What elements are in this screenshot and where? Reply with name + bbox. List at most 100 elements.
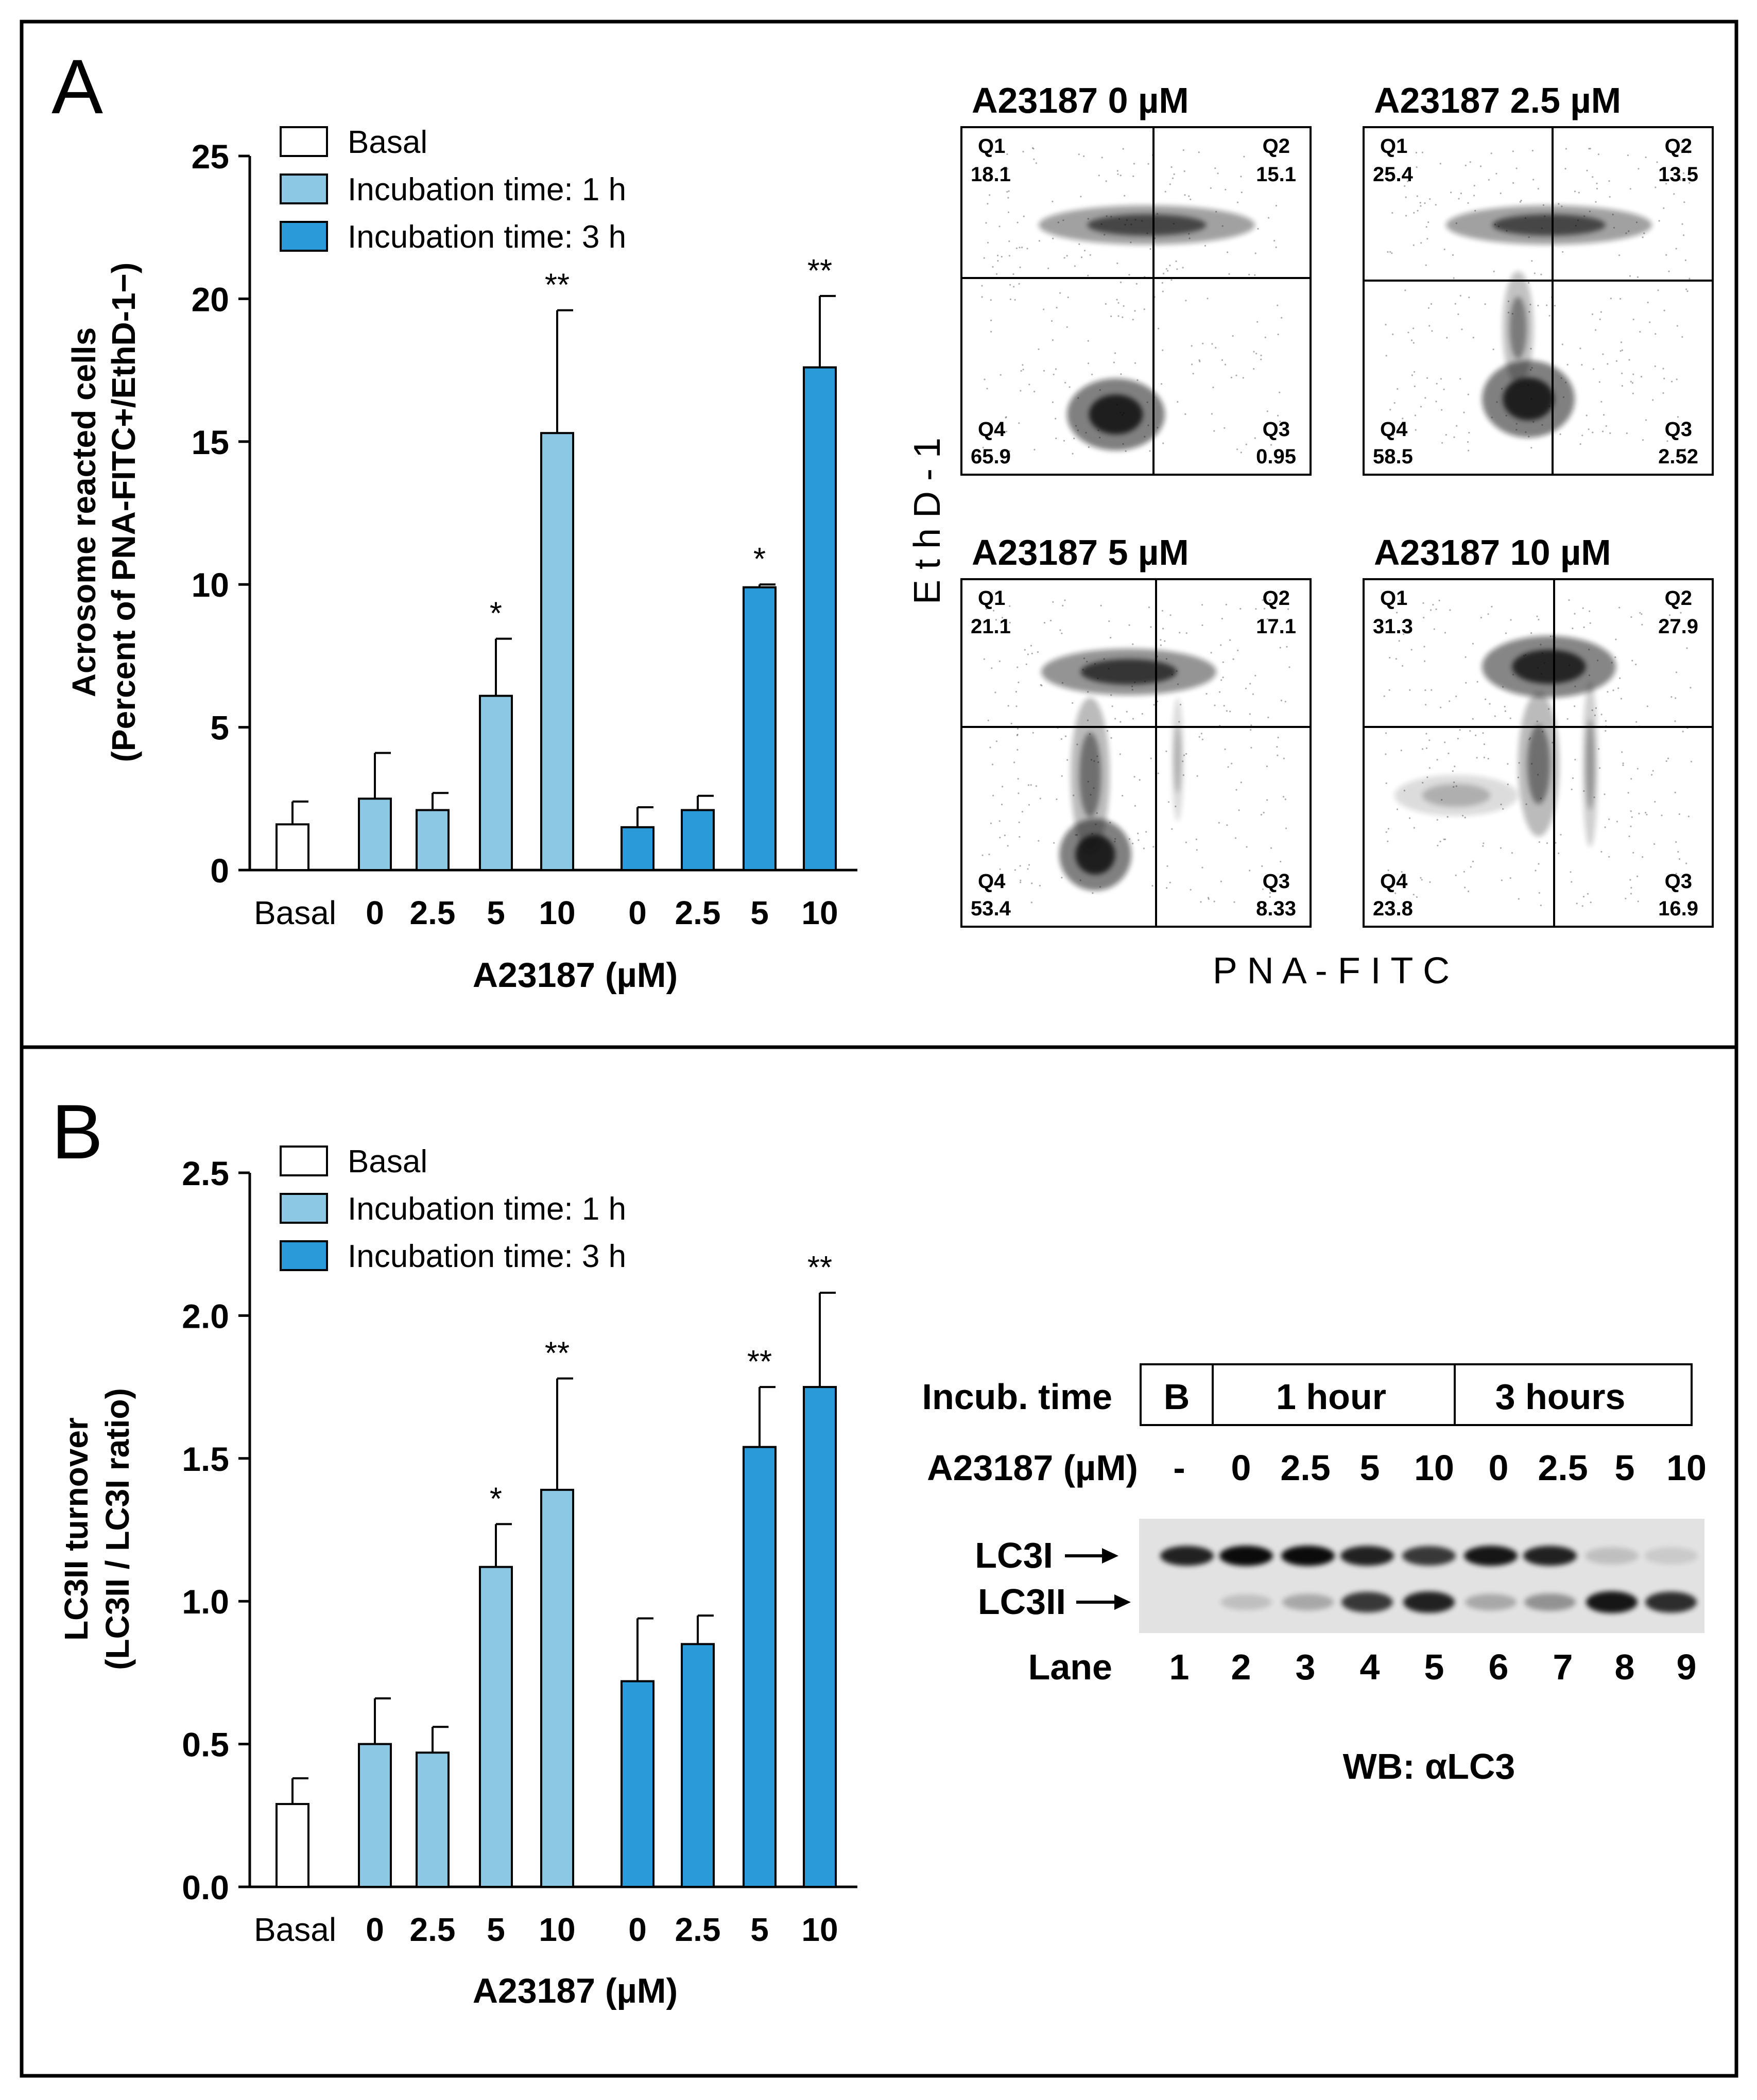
chart-b-legend-swatch (280, 1146, 328, 1176)
flow-plot-title: A23187 5 µM (972, 532, 1189, 572)
chart-b-significance: ** (545, 1335, 570, 1371)
chart-a-bar (479, 695, 513, 872)
wb-header-box (1140, 1363, 1693, 1426)
wb-band-lc3ii (1524, 1593, 1576, 1611)
chart-b-legend-swatch (280, 1240, 328, 1271)
wb-lane-number: 9 (1677, 1647, 1697, 1687)
chart-a-ylabel-line1: Acrosome reacted cells (65, 327, 102, 698)
chart-b-bar (416, 1751, 450, 1888)
flow-q4-value: 23.8 (1373, 897, 1413, 920)
flow-q1-value: 25.4 (1373, 163, 1414, 186)
chart-a-legend-label: Incubation time: 3 h (348, 219, 626, 255)
wb-band-lc3ii (1645, 1591, 1697, 1613)
chart-a-bar (540, 432, 574, 871)
chart-b-category-label: 2.5 (675, 1911, 721, 1948)
chart-a-category-label: 5 (750, 894, 769, 931)
flow-plot-frame (960, 578, 1312, 928)
chart-a-legend: Basal Incubation time: 1 h Incubation time… (280, 125, 626, 255)
flow-plot-frame (1363, 126, 1714, 476)
flow-density-core (1503, 377, 1554, 421)
flow-q3-value: 8.33 (1256, 897, 1296, 920)
chart-b: LC3II turnover (LC3II / LC3I ratio) 0.00… (58, 1144, 857, 2010)
chart-b-legend-label: Basal (348, 1144, 427, 1179)
flow-q4-label: Q4 (1380, 418, 1408, 441)
wb-dose-label: 2.5 (1280, 1448, 1330, 1488)
flow-density-core (1509, 297, 1527, 359)
flow-q2-value: 17.1 (1256, 615, 1296, 638)
chart-a-category-label: 2.5 (410, 894, 456, 931)
wb-band-lc3ii (1465, 1594, 1517, 1610)
panel-b-letter: B (51, 1088, 103, 1175)
chart-b-significance: ** (747, 1344, 772, 1380)
chart-b-bar (803, 1386, 837, 1888)
wb-lane-number: 2 (1231, 1647, 1251, 1687)
flow-q3-label: Q3 (1263, 418, 1290, 441)
chart-a-ytick-label: 20 (192, 280, 229, 318)
chart-b-significance: ** (807, 1250, 832, 1286)
wb-doses: - 0 2.5 5 10 0 2.5 5 10 (1173, 1448, 1707, 1488)
chart-a-significance: * (490, 596, 502, 632)
chart-a-ytick-label: 10 (192, 566, 229, 604)
wb-dose-label: - (1173, 1448, 1185, 1488)
flow-density-core (1080, 659, 1177, 685)
wb-group-basal: B (1164, 1377, 1190, 1417)
chart-a-bars: Basal 0 2.5 * 5 ** 10 0 2.5 * 5 ** 10 (254, 253, 838, 931)
chart-a-category-label: Basal (254, 894, 336, 931)
flow-panel: E t h D - 1 P N A - F I T C A23187 0 µM Q… (907, 80, 1714, 992)
flow-q4-label: Q4 (978, 418, 1006, 441)
western-blot: Incub. time B 1 hour 3 hours A23187 (µM)… (922, 1363, 1707, 1786)
flow-plot-title: A23187 2.5 µM (1374, 80, 1621, 120)
flow-density-core (1512, 650, 1586, 684)
flow-plot-frame (1363, 578, 1714, 928)
chart-b-legend-swatch (280, 1193, 328, 1224)
wb-group-1h: 1 hour (1276, 1377, 1386, 1417)
chart-b-legend-label: Incubation time: 3 h (348, 1239, 626, 1274)
wb-dose-label: 5 (1360, 1448, 1380, 1488)
flow-plot-title: A23187 0 µM (972, 80, 1189, 120)
flow-density-core (1174, 725, 1181, 793)
flow-plots: A23187 0 µMQ118.1Q215.1Q465.9Q30.95A2318… (960, 80, 1714, 928)
wb-lanes: 1 2 3 4 5 6 7 8 9 (1169, 1647, 1697, 1687)
wb-dose-label: 0 (1231, 1448, 1251, 1488)
chart-a-bar (803, 366, 837, 871)
flow-q3-label: Q3 (1665, 870, 1692, 893)
flow-q2-label: Q2 (1263, 587, 1290, 610)
wb-dose-label: 2.5 (1538, 1448, 1588, 1488)
chart-b-ylabel-line1: LC3II turnover (58, 1417, 95, 1641)
wb-caption: WB: αLC3 (1343, 1746, 1515, 1786)
chart-a: Acrosome reacted cells (Percent of PNA-F… (65, 125, 857, 995)
flow-q2-label: Q2 (1263, 135, 1290, 158)
chart-b-ytick-label: 2.0 (182, 1297, 229, 1335)
chart-b-category-label: 10 (801, 1911, 838, 1948)
wb-dose-label: 10 (1666, 1448, 1707, 1488)
chart-b-category-label: 0 (366, 1911, 384, 1948)
chart-b-category-label: 2.5 (410, 1911, 456, 1948)
flow-q1-value: 21.1 (971, 615, 1011, 638)
wb-lane-number: 6 (1489, 1647, 1509, 1687)
chart-a-category-label: 5 (487, 894, 505, 931)
wb-band-lc3i (1219, 1546, 1273, 1566)
chart-b-category-label: 0 (628, 1911, 647, 1948)
flow-density-core (1079, 732, 1101, 818)
chart-b-legend-label: Incubation time: 1 h (348, 1191, 626, 1227)
chart-a-xlabel: A23187 (µM) (473, 956, 678, 995)
flow-density-core (1089, 394, 1143, 435)
flow-density-core (1492, 214, 1606, 236)
chart-b-ytick-label: 1.0 (182, 1583, 229, 1621)
chart-b-ytick-label: 0.0 (182, 1868, 229, 1906)
chart-a-category-label: 2.5 (675, 894, 721, 931)
chart-a-ytick-label: 15 (192, 423, 229, 461)
flow-q4-value: 53.4 (971, 897, 1011, 920)
chart-a-bar (416, 809, 450, 871)
flow-plot-2: A23187 2.5 µM Q1 25.4 Q2 13.5 Q4 58.5 Q3 2.52 (1363, 80, 1714, 476)
chart-a-significance: * (753, 542, 766, 577)
wb-lane-number: 3 (1296, 1647, 1316, 1687)
flow-q2-value: 15.1 (1256, 163, 1296, 186)
wb-lc3i-arrow (1065, 1548, 1118, 1564)
chart-b-bar (275, 1803, 309, 1888)
wb-band-lc3ii (1341, 1592, 1393, 1612)
chart-b-significance: * (490, 1481, 502, 1517)
chart-b-bar (743, 1446, 777, 1888)
chart-a-ytick-label: 5 (210, 709, 229, 747)
